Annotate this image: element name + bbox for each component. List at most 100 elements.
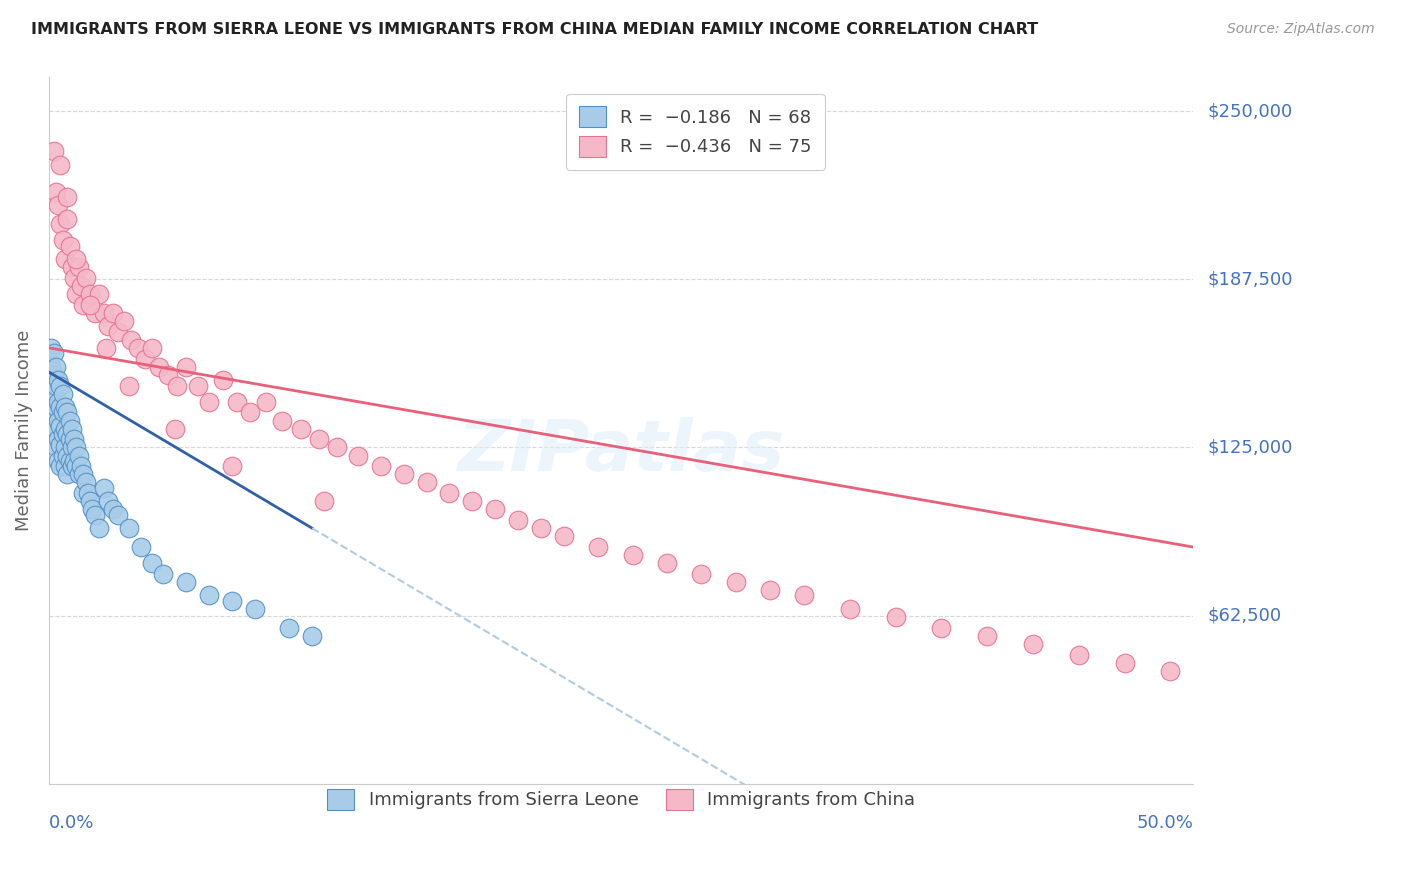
Point [56,190,79,204]
Point [439,486,461,500]
Point [49,419,72,434]
Point [530,521,553,535]
Point [53,441,76,455]
Point [120,333,142,347]
Y-axis label: Median Family Income: Median Family Income [15,330,32,532]
Point [724,574,747,589]
Point [58,238,80,252]
Point [63,454,86,468]
Point [67,467,90,482]
Point [621,548,644,562]
Point [45,378,67,392]
Point [174,359,197,374]
Text: Source: ZipAtlas.com: Source: ZipAtlas.com [1227,22,1375,37]
Text: 0.0%: 0.0% [49,814,94,832]
Point [254,394,277,409]
Point [42,405,65,419]
Point [60,459,83,474]
Point [107,325,129,339]
Point [301,629,323,643]
Point [56,467,79,482]
Point [118,378,141,392]
Point [101,306,124,320]
Point [221,459,243,474]
Point [63,433,86,447]
Point [53,422,76,436]
Point [72,467,94,482]
Point [79,287,101,301]
Point [70,459,93,474]
Point [49,400,72,414]
Point [141,341,163,355]
Point [60,441,83,455]
Point [415,475,437,490]
Point [1067,648,1090,662]
Legend: Immigrants from Sierra Leone, Immigrants from China: Immigrants from Sierra Leone, Immigrants… [316,778,927,821]
Point [39,341,62,355]
Point [53,252,76,266]
Point [793,589,815,603]
Point [93,306,115,320]
Point [655,556,678,570]
Point [58,413,80,427]
Point [65,459,87,474]
Point [89,521,111,535]
Point [141,556,163,570]
Point [42,145,65,159]
Point [1159,664,1181,678]
Point [308,433,330,447]
Point [46,198,69,212]
Point [83,306,105,320]
Point [884,610,907,624]
Point [46,394,69,409]
Point [239,405,262,419]
Point [484,502,506,516]
Text: $125,000: $125,000 [1208,439,1292,457]
Point [65,287,87,301]
Text: 50.0%: 50.0% [1136,814,1194,832]
Point [187,378,209,392]
Point [46,454,69,468]
Point [163,422,186,436]
Point [931,621,953,635]
Text: $250,000: $250,000 [1208,102,1292,120]
Point [45,185,67,199]
Point [83,508,105,522]
Point [148,359,170,374]
Point [49,217,72,231]
Point [97,494,120,508]
Point [67,260,90,275]
Point [49,158,72,172]
Point [45,422,67,436]
Point [690,566,713,581]
Point [52,233,75,247]
Point [129,540,152,554]
Point [118,521,141,535]
Point [156,368,179,382]
Point [221,594,243,608]
Point [271,413,294,427]
Point [93,481,115,495]
Point [46,373,69,387]
Point [79,298,101,312]
Text: $187,500: $187,500 [1208,270,1292,288]
Point [759,583,782,598]
Point [46,413,69,427]
Point [96,341,118,355]
Point [198,589,221,603]
Point [553,529,575,543]
Point [75,271,97,285]
Text: ZIPatlas: ZIPatlas [457,417,785,486]
Point [166,378,188,392]
Point [53,459,76,474]
Text: $62,500: $62,500 [1208,607,1281,624]
Point [60,422,83,436]
Point [212,373,235,387]
Point [225,394,247,409]
Point [134,351,156,366]
Point [243,602,266,616]
Point [67,449,90,463]
Point [75,475,97,490]
Point [56,211,79,226]
Point [65,441,87,455]
